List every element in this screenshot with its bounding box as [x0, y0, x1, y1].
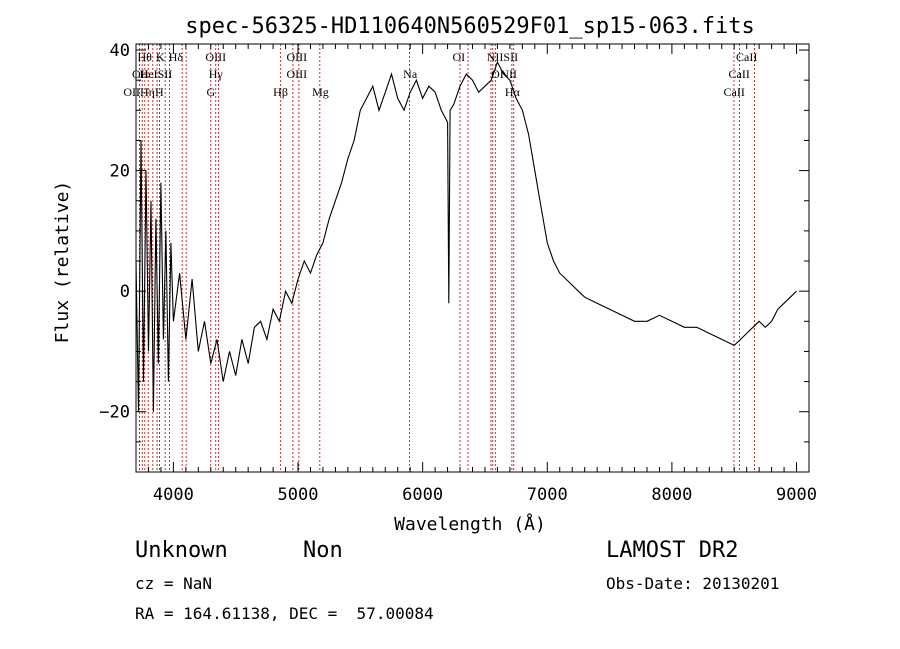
line-label: Hδ [169, 50, 184, 64]
line-label: OI [452, 50, 465, 64]
line-label: Hθ [138, 50, 153, 64]
x-tick-label: 8000 [651, 485, 692, 505]
line-label: OIII [286, 67, 307, 81]
x-tick-label: 4000 [153, 485, 194, 505]
line-label: Hβ [273, 85, 288, 99]
line-label: K [156, 50, 165, 64]
line-label: HeISII [140, 67, 173, 81]
line-label: Mg [312, 85, 329, 99]
line-label: OIII [286, 50, 307, 64]
emission-line-markers [139, 44, 755, 472]
x-axis-label: Wavelength (Å) [394, 513, 546, 535]
plot-frame [135, 43, 810, 473]
line-label: NII [500, 67, 517, 81]
spectrum-line [135, 60, 797, 412]
line-label: OIII [205, 50, 226, 64]
line-label: Hα [505, 85, 521, 99]
line-label: NIISII [487, 50, 518, 64]
y-axis-label: Flux (relative) [52, 181, 73, 344]
line-label: Hγ [209, 67, 224, 81]
y-tick-label: 40 [110, 41, 130, 61]
sky-coordinates: RA = 164.61138, DEC = 57.00084 [135, 604, 434, 623]
x-tick-label: 5000 [278, 485, 319, 505]
line-label: CaII [736, 50, 757, 64]
x-tick-label: 9000 [776, 485, 817, 505]
y-tick-label: −20 [99, 403, 130, 423]
x-tick-label: 7000 [527, 485, 568, 505]
line-label: CaII [724, 85, 745, 99]
y-tick-label: 0 [120, 282, 130, 302]
line-label: Na [403, 67, 418, 81]
y-axis-ticks: −20 0 20 40 [99, 41, 809, 473]
x-tick-label: 6000 [402, 485, 443, 505]
survey-name: LAMOST DR2 [606, 538, 739, 563]
line-label: OIIHηH [123, 85, 164, 99]
object-class: Unknown [135, 538, 228, 563]
observation-date: Obs-Date: 20130201 [606, 574, 780, 593]
chart-title: spec-56325-HD110640N560529F01_sp15-063.f… [185, 14, 755, 39]
object-subclass: Non [303, 538, 343, 563]
redshift-cz: cz = NaN [135, 574, 213, 593]
y-tick-label: 20 [110, 162, 130, 182]
x-axis-ticks: 4000 5000 6000 7000 8000 9000 [135, 44, 817, 505]
line-label: G [206, 85, 215, 99]
line-label: CaII [729, 67, 750, 81]
